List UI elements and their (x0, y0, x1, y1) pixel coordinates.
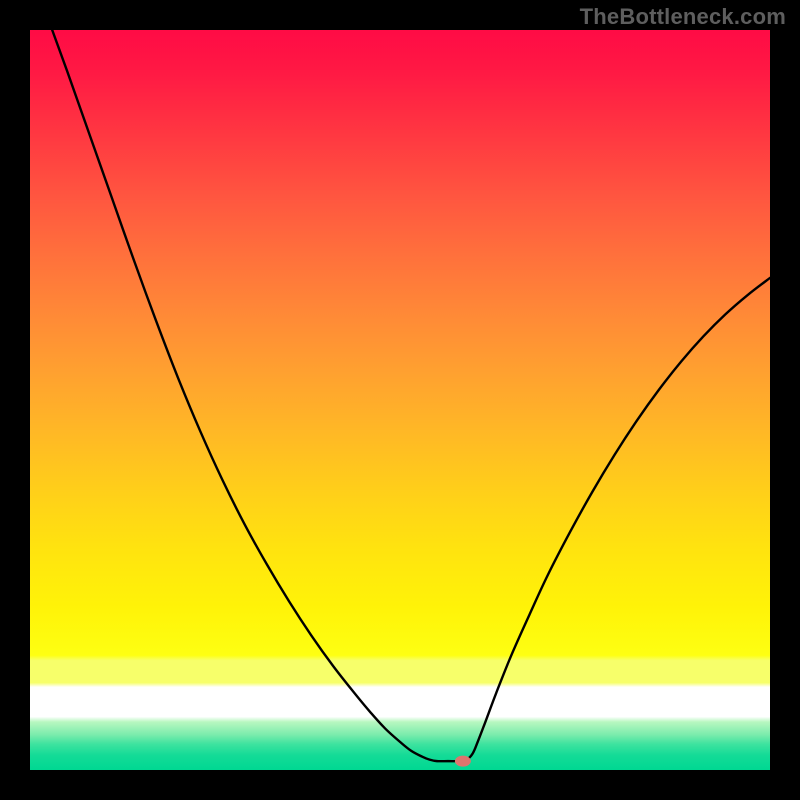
target-marker (455, 756, 471, 767)
bottleneck-chart (0, 0, 800, 800)
watermark-text: TheBottleneck.com (580, 4, 786, 30)
plot-background (30, 30, 770, 770)
